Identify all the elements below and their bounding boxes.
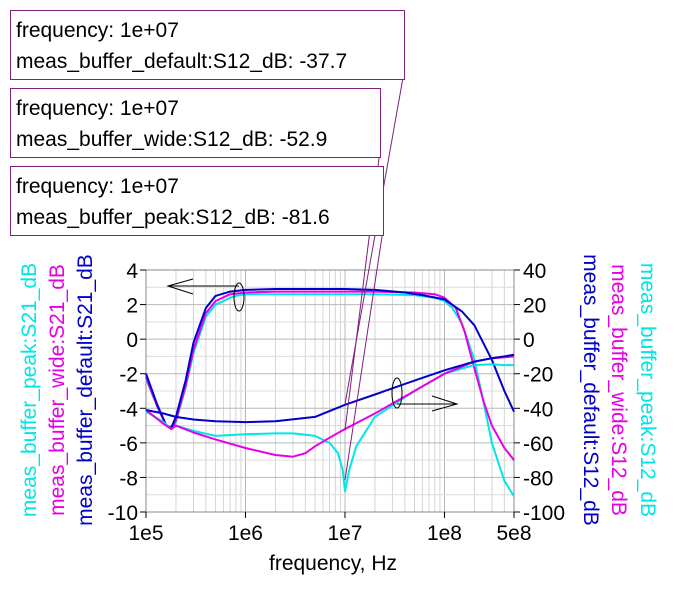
right-tick-label: -20 xyxy=(523,364,553,387)
series-meas-buffer-wide-s21-db xyxy=(145,290,515,461)
left-tick-label: -6 xyxy=(119,433,138,456)
marker-frequency: frequency: 1e+07 xyxy=(16,19,179,42)
axis-ticks xyxy=(140,269,520,518)
right-tick-label: -100 xyxy=(523,502,565,525)
left-axis-label: meas_buffer_peak:S21_dB xyxy=(18,263,41,517)
left-axis-label: meas_buffer_default:S21_dB xyxy=(74,254,97,526)
x-tick-label: 1e7 xyxy=(327,522,362,545)
marker-readout-box[interactable]: frequency: 1e+07 meas_buffer_wide:S12_dB:… xyxy=(10,88,381,158)
right-axis-label: meas_buffer_default:S12_dB xyxy=(579,254,602,526)
x-axis-label: frequency, Hz xyxy=(269,552,397,575)
marker-leader-line xyxy=(344,229,384,481)
left-tick-label: 2 xyxy=(126,295,138,318)
left-tick-label: -4 xyxy=(119,398,138,421)
marker-frequency: frequency: 1e+07 xyxy=(16,97,179,120)
marker-frequency: frequency: 1e+07 xyxy=(16,175,179,198)
marker-readout-box[interactable]: frequency: 1e+07 meas_buffer_peak:S12_dB:… xyxy=(10,166,384,236)
left-tick-label: 4 xyxy=(126,260,138,283)
x-tick-label: 1e8 xyxy=(427,522,462,545)
marker-readout-box[interactable]: frequency: 1e+07 meas_buffer_default:S12_… xyxy=(10,10,405,80)
left-tick-label: 0 xyxy=(126,329,138,352)
series-meas-buffer-default-s12-db xyxy=(145,353,515,424)
series-meas-buffer-peak-s12-db xyxy=(145,363,514,493)
right-axis-label: meas_buffer_wide:S12_dB xyxy=(607,264,630,516)
left-axis-indicator-ellipse xyxy=(233,282,245,312)
x-tick-label: 1e5 xyxy=(128,522,163,545)
marker-value: meas_buffer_peak:S12_dB: -81.6 xyxy=(16,206,330,229)
right-tick-label: 20 xyxy=(523,295,546,318)
right-tick-label: 0 xyxy=(523,329,535,352)
right-tick-label: 40 xyxy=(523,260,546,283)
marker-value: meas_buffer_wide:S12_dB: -52.9 xyxy=(16,128,328,151)
series-lines xyxy=(145,288,515,497)
plot-frame xyxy=(145,269,515,513)
left-axis-arrow xyxy=(166,278,239,295)
x-tick-label: 5e8 xyxy=(496,522,531,545)
right-axis-indicator-ellipse xyxy=(391,377,403,409)
left-tick-label: -10 xyxy=(108,502,138,525)
left-axis-label: meas_buffer_wide:S21_dB xyxy=(46,264,69,516)
left-tick-label: -2 xyxy=(119,364,138,387)
grid-lines xyxy=(145,269,515,513)
right-axis-label: meas_buffer_peak:S12_dB xyxy=(636,263,659,517)
axis-indicator-arrows xyxy=(166,278,459,412)
right-axis-arrow xyxy=(397,395,459,412)
x-tick-label: 1e6 xyxy=(228,522,263,545)
left-tick-label: -8 xyxy=(119,467,138,490)
series-meas-buffer-default-s21-db xyxy=(145,288,515,429)
marker-value: meas_buffer_default:S12_dB: -37.7 xyxy=(16,50,348,73)
right-tick-label: -60 xyxy=(523,433,553,456)
right-tick-label: -40 xyxy=(523,398,553,421)
right-tick-label: -80 xyxy=(523,467,553,490)
